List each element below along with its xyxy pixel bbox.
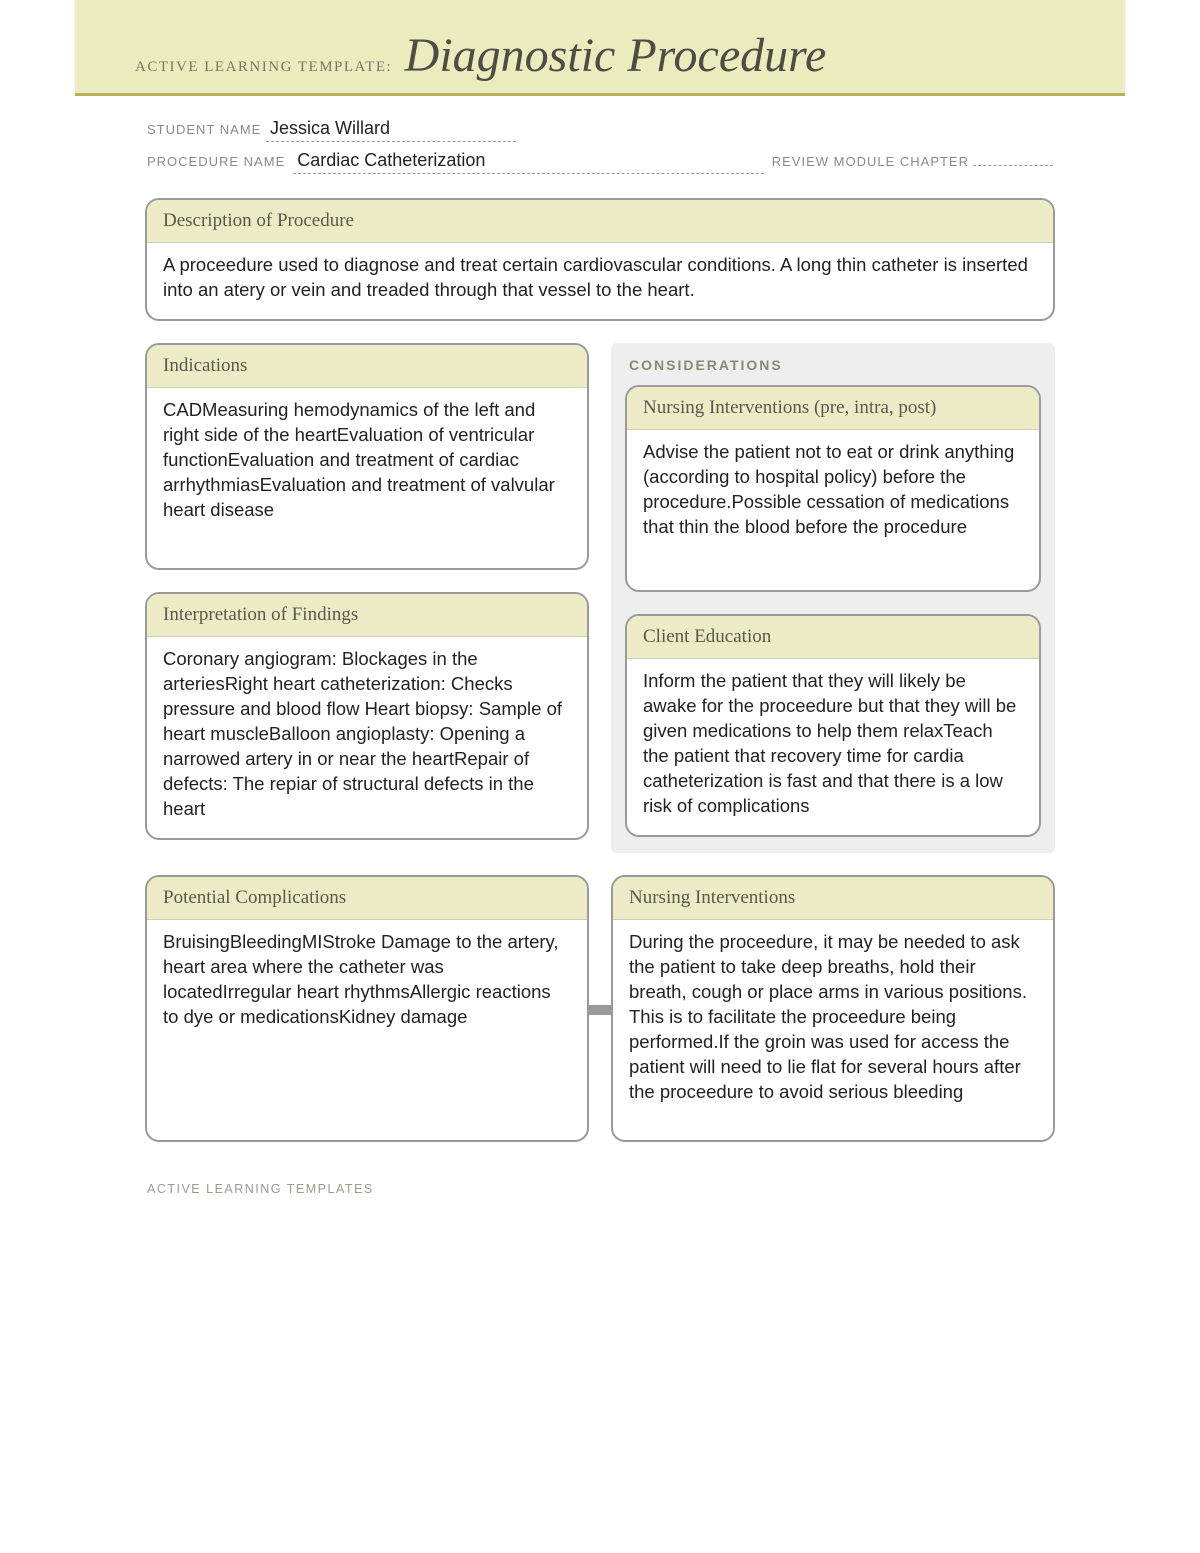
description-body: A proceedure used to diagnose and treat … [147,243,1053,319]
considerations-label: CONSIDERATIONS [625,355,1041,385]
student-name-value[interactable]: Jessica Willard [266,118,516,142]
description-title: Description of Procedure [147,200,1053,243]
client-edu-body: Inform the patient that they will likely… [627,659,1039,835]
indications-title: Indications [147,345,587,388]
procedure-name-value[interactable]: Cardiac Catheterization [293,150,764,174]
review-module-label: REVIEW MODULE CHAPTER [772,154,969,169]
banner-prefix: ACTIVE LEARNING TEMPLATE: [135,59,392,75]
banner-title: Diagnostic Procedure [405,29,827,82]
interpretation-body: Coronary angiogram: Blockages in the art… [147,637,587,838]
footer-text: ACTIVE LEARNING TEMPLATES [75,1142,1125,1196]
client-edu-title: Client Education [627,616,1039,659]
nursing2-box: Nursing Interventions During the proceed… [611,875,1055,1142]
client-edu-box: Client Education Inform the patient that… [625,614,1041,837]
complications-title: Potential Complications [147,877,587,920]
indications-body: CADMeasuring hemodynamics of the left an… [147,388,587,568]
review-module-blank[interactable] [973,154,1053,166]
student-name-label: STUDENT NAME [147,122,261,137]
considerations-panel: CONSIDERATIONS Nursing Interventions (pr… [611,343,1055,853]
nursing2-title: Nursing Interventions [613,877,1053,920]
student-name-row: STUDENT NAME Jessica Willard [75,110,1125,144]
procedure-name-label: PROCEDURE NAME [147,154,285,169]
interpretation-box: Interpretation of Findings Coronary angi… [145,592,589,840]
complications-box: Potential Complications BruisingBleeding… [145,875,589,1142]
nursing-pre-title: Nursing Interventions (pre, intra, post) [627,387,1039,430]
nursing2-body: During the proceedure, it may be needed … [613,920,1053,1140]
complications-body: BruisingBleedingMIStroke Damage to the a… [147,920,587,1140]
nursing-pre-box: Nursing Interventions (pre, intra, post)… [625,385,1041,592]
banner: ACTIVE LEARNING TEMPLATE: Diagnostic Pro… [75,0,1125,96]
connector-bar [589,1005,611,1015]
description-box: Description of Procedure A proceedure us… [145,198,1055,321]
nursing-pre-body: Advise the patient not to eat or drink a… [627,430,1039,590]
interpretation-title: Interpretation of Findings [147,594,587,637]
procedure-row: PROCEDURE NAME Cardiac Catheterization R… [75,144,1125,198]
indications-box: Indications CADMeasuring hemodynamics of… [145,343,589,570]
